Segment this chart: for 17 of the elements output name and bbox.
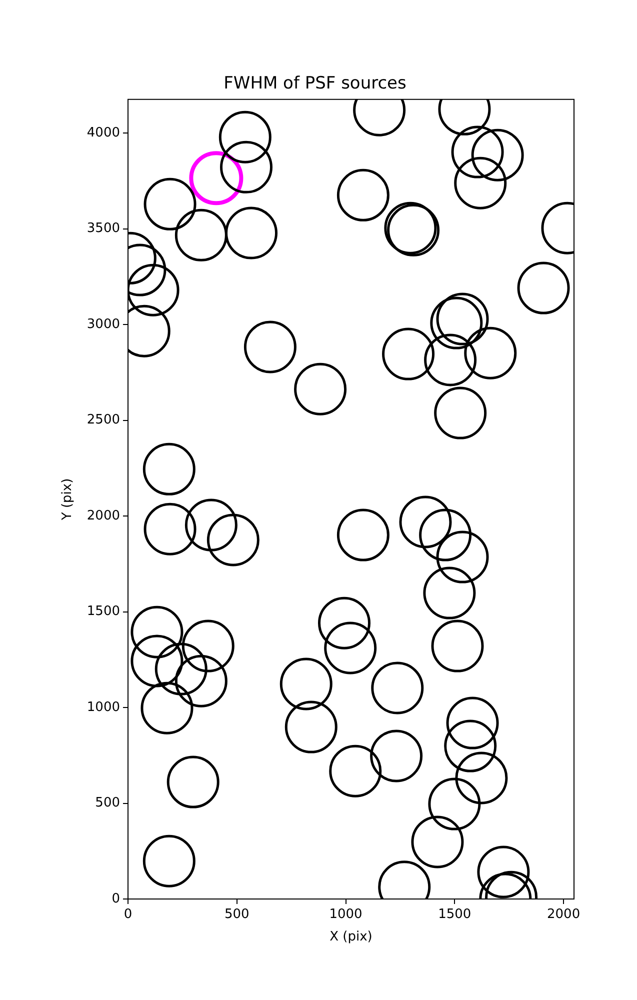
y-tick-label: 2500	[86, 412, 120, 428]
y-tick-label: 3000	[86, 316, 120, 332]
y-tick-label: 0	[112, 891, 120, 906]
y-tick-label: 3500	[86, 221, 120, 236]
y-tick-label: 2000	[86, 508, 120, 524]
chart-title: FWHM of PSF sources	[224, 74, 407, 94]
y-axis-title: Y (pix)	[60, 478, 76, 522]
y-tick-label: 1000	[86, 700, 120, 715]
x-tick-label: 1500	[438, 907, 472, 922]
x-tick-label: 2000	[547, 907, 580, 922]
x-tick-label: 500	[224, 907, 250, 922]
x-axis-title: X (pix)	[330, 930, 372, 945]
y-tick-label: 4000	[86, 125, 120, 140]
y-tick-label: 500	[95, 796, 120, 811]
x-tick-label: 0	[124, 907, 132, 922]
y-tick-label: 1500	[86, 604, 120, 620]
x-tick-label: 1000	[329, 907, 362, 922]
